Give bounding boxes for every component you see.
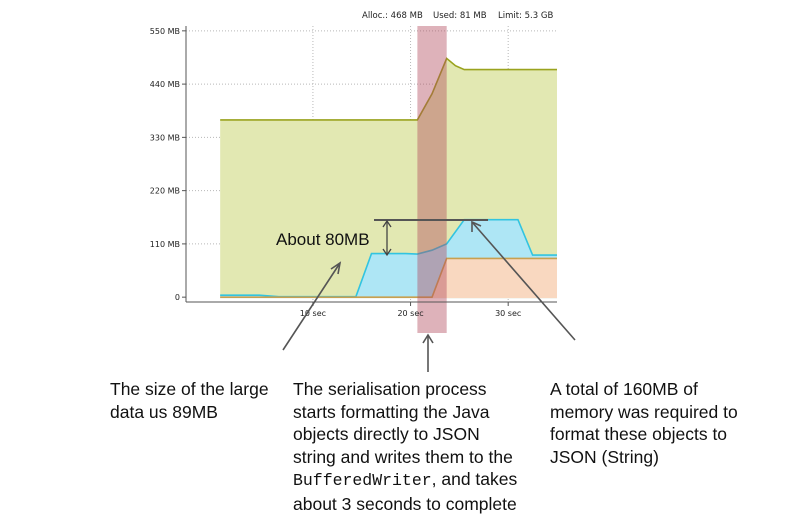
- dimension-arrow-down: [382, 248, 392, 257]
- alloc-stat: Alloc.: 468 MB: [362, 11, 423, 21]
- limit-stat: Limit: 5.3 GB: [498, 11, 553, 21]
- y-tick-label: 110 MB: [150, 240, 180, 249]
- y-tick-labels: 0 110 MB 220 MB 330 MB 440 MB 550 MB: [150, 27, 186, 302]
- chart-series: [220, 57, 557, 299]
- y-tick-label: 0: [175, 293, 180, 302]
- y-tick-label: 220 MB: [150, 187, 180, 196]
- right-callout-arrowhead: [471, 220, 482, 232]
- left-callout-arrow: [282, 262, 341, 351]
- right-callout-arrow: [471, 221, 576, 341]
- caption-left: The size of the large data us 89MB: [110, 379, 269, 422]
- x-tick-label: 30 sec: [495, 309, 521, 318]
- caption-middle: The serialisation process starts formatt…: [293, 379, 518, 514]
- memory-stats-header: Alloc.: 468 MB Used: 81 MB Limit: 5.3 GB: [362, 11, 553, 21]
- annotation-80mb: About 80MB: [276, 219, 488, 257]
- left-callout-arrowhead: [330, 261, 342, 275]
- series-line-0: [220, 57, 557, 121]
- y-tick-label: 550 MB: [150, 27, 180, 36]
- used-stat: Used: 81 MB: [433, 11, 487, 21]
- buffered-writer-code: BufferedWriter: [293, 471, 432, 490]
- about-80mb-label: About 80MB: [276, 230, 370, 249]
- chart-axes: [185, 26, 557, 303]
- y-tick-label: 440 MB: [150, 80, 180, 89]
- middle-callout-arrowhead: [422, 333, 434, 344]
- x-tick-labels: 10 sec 20 sec 30 sec: [300, 302, 521, 318]
- series-line-2: [220, 257, 557, 298]
- x-tick-label: 20 sec: [397, 309, 423, 318]
- caption-right: A total of 160MB of memory was required …: [550, 379, 738, 467]
- x-tick-label: 10 sec: [300, 309, 326, 318]
- y-tick-label: 330 MB: [150, 133, 180, 142]
- series-area-2: [220, 258, 557, 299]
- dimension-arrow-up: [382, 219, 392, 228]
- serialisation-highlight-band: [417, 26, 447, 333]
- callout-arrows: [282, 220, 576, 372]
